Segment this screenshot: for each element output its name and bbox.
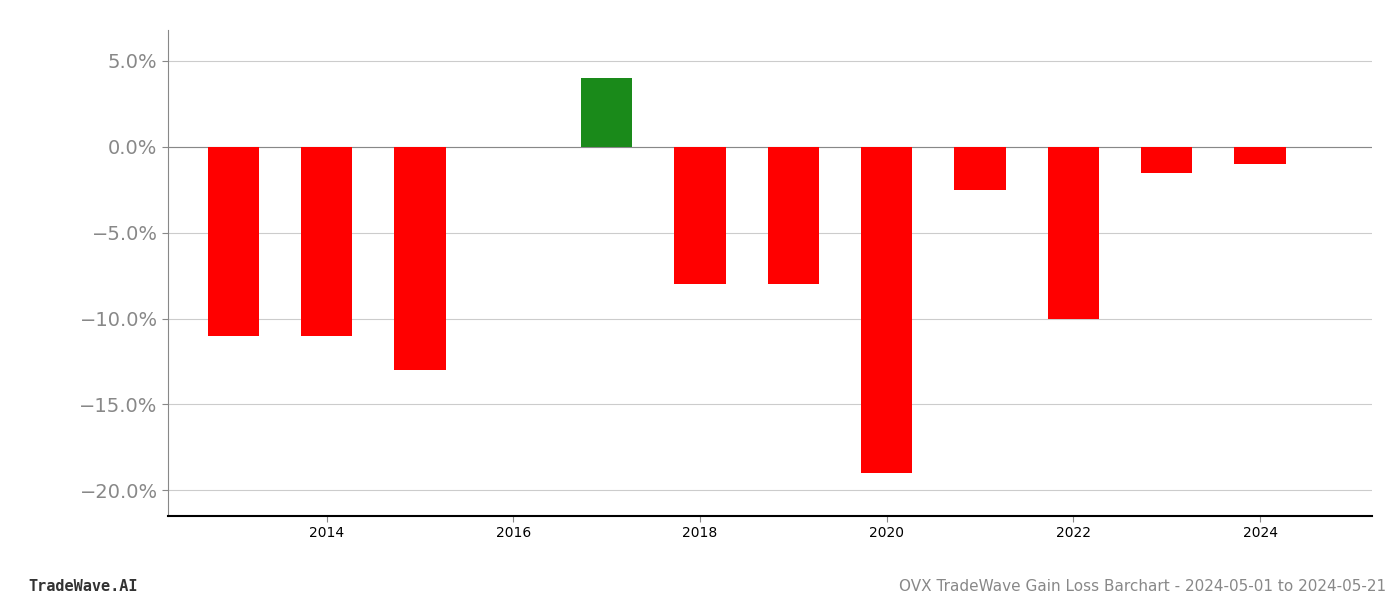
Bar — [581, 78, 633, 147]
Bar — [955, 147, 1005, 190]
Bar — [675, 147, 725, 284]
Text: OVX TradeWave Gain Loss Barchart - 2024-05-01 to 2024-05-21: OVX TradeWave Gain Loss Barchart - 2024-… — [899, 579, 1386, 594]
Bar — [861, 147, 913, 473]
Bar — [301, 147, 353, 335]
Bar — [395, 147, 445, 370]
Bar — [767, 147, 819, 284]
Text: TradeWave.AI: TradeWave.AI — [28, 579, 137, 594]
Bar — [1235, 147, 1285, 164]
Bar — [1141, 147, 1193, 173]
Bar — [1047, 147, 1099, 319]
Bar — [207, 147, 259, 335]
